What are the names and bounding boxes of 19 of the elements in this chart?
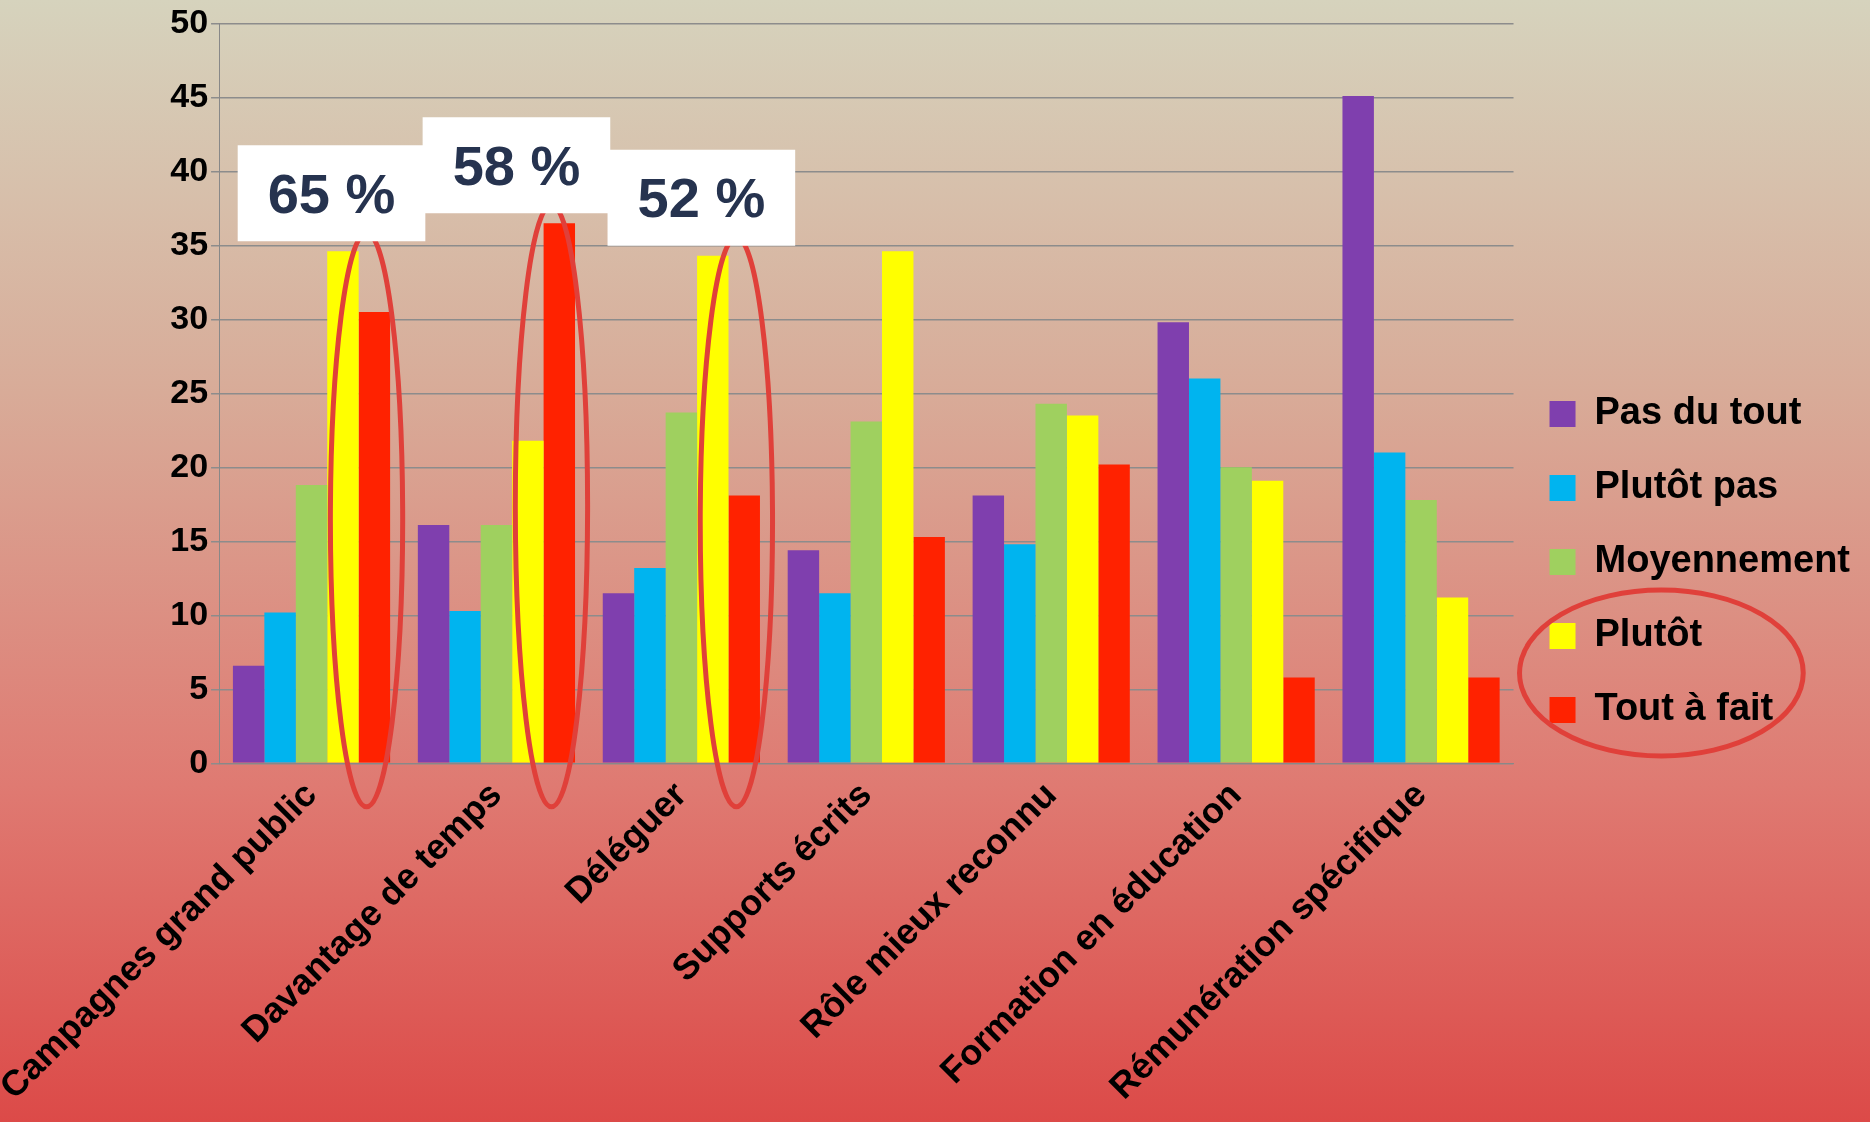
y-tick-label: 25 xyxy=(170,371,209,410)
y-tick-label: 45 xyxy=(170,75,209,114)
legend-label: Pas du tout xyxy=(1594,390,1802,433)
y-tick-label: 5 xyxy=(189,667,209,706)
y-tick-label: 20 xyxy=(170,445,209,484)
legend-label: Plutôt xyxy=(1594,612,1703,655)
y-tick-label: 40 xyxy=(170,149,209,188)
legend-label: Plutôt pas xyxy=(1594,464,1779,507)
y-tick-label: 50 xyxy=(170,1,209,40)
legend-label: Moyennement xyxy=(1594,538,1851,581)
y-tick-label: 15 xyxy=(170,519,209,558)
y-tick-label: 35 xyxy=(170,223,209,262)
annotation: 58 % xyxy=(452,133,581,197)
y-tick-label: 0 xyxy=(189,741,209,780)
y-tick-label: 10 xyxy=(170,593,209,632)
annotation: 52 % xyxy=(637,166,766,230)
y-tick-label: 30 xyxy=(170,297,209,336)
legend-label: Tout à fait xyxy=(1594,686,1774,729)
annotation: 65 % xyxy=(267,161,396,225)
